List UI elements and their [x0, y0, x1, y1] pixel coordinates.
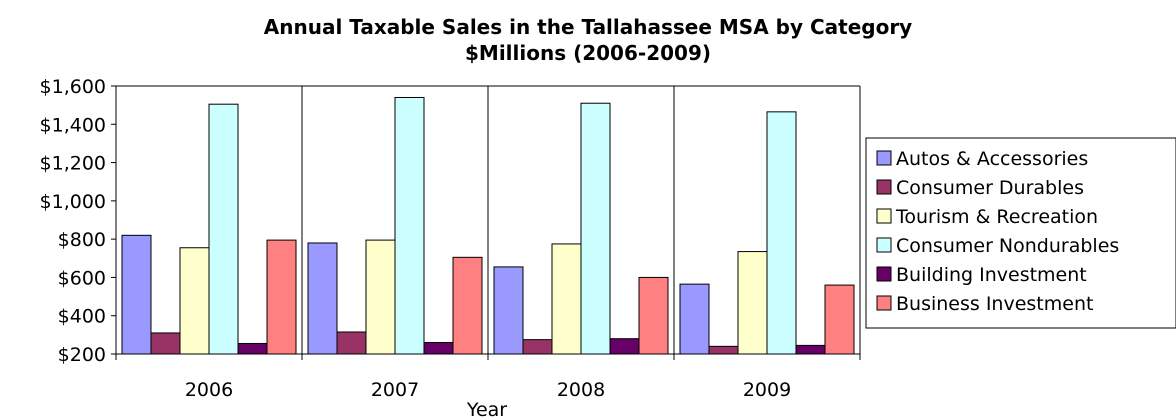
bar-building-investment-2009	[795, 344, 826, 355]
bar-building-investment-2007	[423, 342, 454, 355]
bar-consumer-durables-2008	[522, 339, 553, 355]
legend-label-business-investment: Business Investment	[896, 293, 1093, 315]
legend-label-autos-accessories: Autos & Accessories	[896, 148, 1088, 170]
x-tick-label: 2009	[743, 379, 791, 401]
y-tick-label: $1,000	[40, 191, 106, 213]
bar-business-investment-2008	[638, 276, 669, 355]
y-tick-label: $1,200	[40, 153, 106, 175]
bar-business-investment-2009	[824, 284, 855, 355]
x-tick-label: 2006	[185, 379, 233, 401]
legend: Autos & Accessories Consumer Durables Tour…	[865, 137, 1176, 329]
legend-swatch-tourism-recreation	[876, 208, 892, 224]
bar-autos-accessories-2007	[307, 242, 338, 355]
legend-label-consumer-nondurables: Consumer Nondurables	[896, 235, 1119, 257]
x-axis: 2006 2007 2008 2009	[115, 353, 861, 401]
x-tick-label: 2008	[557, 379, 605, 401]
y-tick-label: $600	[58, 267, 106, 289]
bar-tourism-recreation-2009	[737, 251, 768, 355]
bar-business-investment-2006	[266, 239, 297, 355]
y-tick-label: $200	[58, 344, 106, 366]
chart-title: Annual Taxable Sales in the Tallahassee …	[263, 15, 913, 39]
legend-label-tourism-recreation: Tourism & Recreation	[895, 206, 1098, 228]
legend-swatch-autos-accessories	[876, 150, 892, 166]
legend-swatch-building-investment	[876, 266, 892, 282]
bar-building-investment-2006	[237, 342, 268, 355]
bar-tourism-recreation-2007	[365, 239, 396, 355]
y-tick-label: $400	[58, 306, 106, 328]
bar-tourism-recreation-2008	[551, 243, 582, 355]
legend-label-building-investment: Building Investment	[896, 264, 1087, 286]
bar-consumer-durables-2006	[150, 332, 181, 355]
bar-business-investment-2007	[452, 256, 483, 355]
bar-tourism-recreation-2006	[179, 247, 210, 355]
y-tick-label: $1,400	[40, 114, 106, 136]
y-axis: $200 $400 $600 $800 $1,000 $1,200 $1,400 $1,600	[40, 76, 117, 366]
bar-building-investment-2008	[609, 338, 640, 355]
bar-consumer-nondurables-2007	[394, 96, 425, 355]
legend-swatch-consumer-nondurables	[876, 237, 892, 253]
plot-area	[116, 85, 861, 355]
legend-swatch-consumer-durables	[876, 179, 892, 195]
bar-consumer-durables-2007	[336, 331, 367, 355]
legend-label-consumer-durables: Consumer Durables	[896, 177, 1084, 199]
bar-consumer-nondurables-2008	[580, 102, 611, 355]
chart-title-block: Annual Taxable Sales in the Tallahassee …	[0, 14, 1176, 66]
y-tick-label: $1,600	[40, 76, 106, 98]
x-tick-label: 2007	[371, 379, 419, 401]
bar-autos-accessories-2009	[679, 283, 710, 355]
bar-consumer-nondurables-2009	[766, 111, 797, 355]
x-axis-title: Year	[466, 399, 507, 420]
bar-autos-accessories-2008	[493, 266, 524, 355]
legend-swatch-business-investment	[876, 295, 892, 311]
chart-subtitle: $Millions (2006-2009)	[465, 41, 711, 65]
y-tick-label: $800	[58, 229, 106, 251]
bar-autos-accessories-2006	[121, 234, 152, 355]
legend-box	[865, 137, 1176, 329]
bar-consumer-nondurables-2006	[208, 103, 239, 355]
bar-consumer-durables-2009	[708, 345, 739, 355]
